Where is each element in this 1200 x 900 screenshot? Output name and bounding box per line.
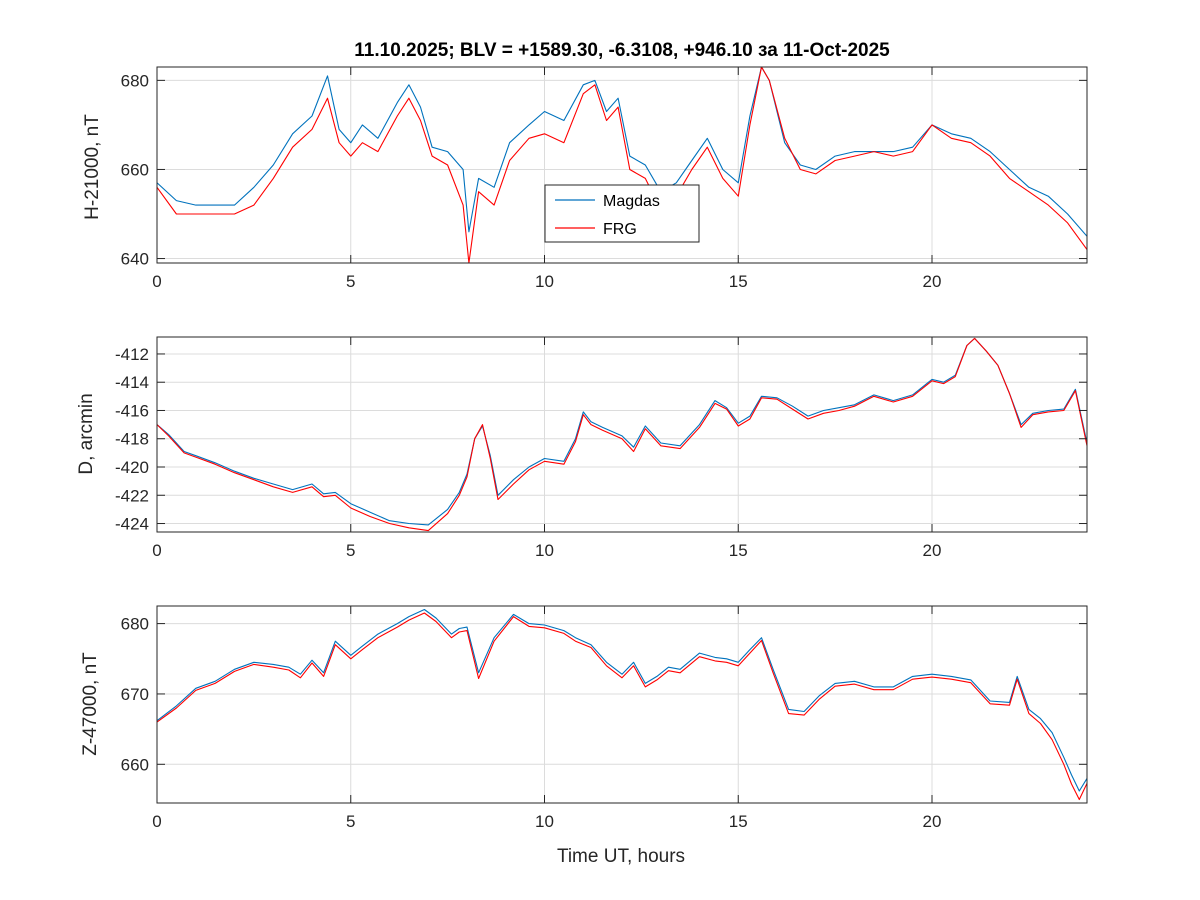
series-line-magdas — [157, 67, 1087, 237]
ytick-label: -422 — [115, 486, 149, 505]
panel-h: H-21000, nT 0 5 10 15 20 640 660 680 — [82, 66, 1088, 291]
axes-h: 0 5 10 15 20 640 660 680 — [121, 66, 1088, 291]
ytick-label: 680 — [121, 615, 149, 634]
series-line-magdas — [157, 608, 1087, 792]
xtick-label: 15 — [729, 272, 748, 291]
series-line-frg — [157, 337, 1087, 532]
series-group-z — [157, 608, 1087, 801]
xlabel: Time UT, hours — [557, 846, 685, 867]
ytick-label: -418 — [115, 430, 149, 449]
xtick-label: 20 — [923, 272, 942, 291]
ytick-label: 640 — [121, 250, 149, 269]
xtick-label: 0 — [152, 541, 161, 560]
panel-d: D, arcmin 0 5 10 15 20 -412 -414 -416 -418 -420 -4… — [76, 336, 1088, 560]
series-line-frg — [157, 67, 1087, 263]
legend-box — [544, 184, 700, 243]
ytick-label: 680 — [121, 71, 149, 90]
ytick-label: -424 — [115, 515, 149, 534]
series-group-h — [157, 67, 1087, 263]
ytick-label: -414 — [115, 373, 149, 392]
ylabel-d: D, arcmin — [76, 393, 97, 474]
xtick-label: 20 — [923, 812, 942, 831]
xtick-label: 10 — [535, 272, 554, 291]
legend-label-magdas: Magdas — [603, 193, 660, 210]
plot-frame — [156, 605, 1088, 804]
ytick-label: 660 — [121, 160, 149, 179]
xtick-label: 5 — [346, 272, 355, 291]
plot-frame — [156, 336, 1088, 533]
axes-z: 0 5 10 15 20 660 670 680 — [121, 605, 1088, 831]
xtick-label: 5 — [346, 812, 355, 831]
plot-frame — [156, 66, 1088, 264]
ytick-label: 660 — [121, 755, 149, 774]
ytick-label: 670 — [121, 685, 149, 704]
ylabel-h: H-21000, nT — [82, 114, 103, 220]
xtick-label: 15 — [729, 812, 748, 831]
xtick-label: 0 — [152, 812, 161, 831]
xtick-label: 20 — [923, 541, 942, 560]
series-group-d — [157, 337, 1087, 532]
legend-label-frg: FRG — [603, 221, 637, 238]
ylabel-z: Z-47000, nT — [80, 652, 101, 756]
xtick-label: 15 — [729, 541, 748, 560]
ytick-label: -420 — [115, 458, 149, 477]
ytick-label: -412 — [115, 345, 149, 364]
series-line-frg — [157, 612, 1087, 801]
xtick-label: 5 — [346, 541, 355, 560]
panel-z: Z-47000, nT 0 5 10 15 20 660 670 680 — [80, 605, 1088, 831]
xtick-label: 10 — [535, 812, 554, 831]
ytick-label: -416 — [115, 401, 149, 420]
figure-title: 11.10.2025; BLV = +1589.30, -6.3108, +94… — [354, 40, 890, 61]
xtick-label: 10 — [535, 541, 554, 560]
axes-d: 0 5 10 15 20 -412 -414 -416 -418 -420 -422 -424 — [115, 336, 1088, 560]
legend: Magdas FRG — [544, 184, 700, 243]
xtick-label: 0 — [152, 272, 161, 291]
grid-d — [156, 337, 1087, 532]
